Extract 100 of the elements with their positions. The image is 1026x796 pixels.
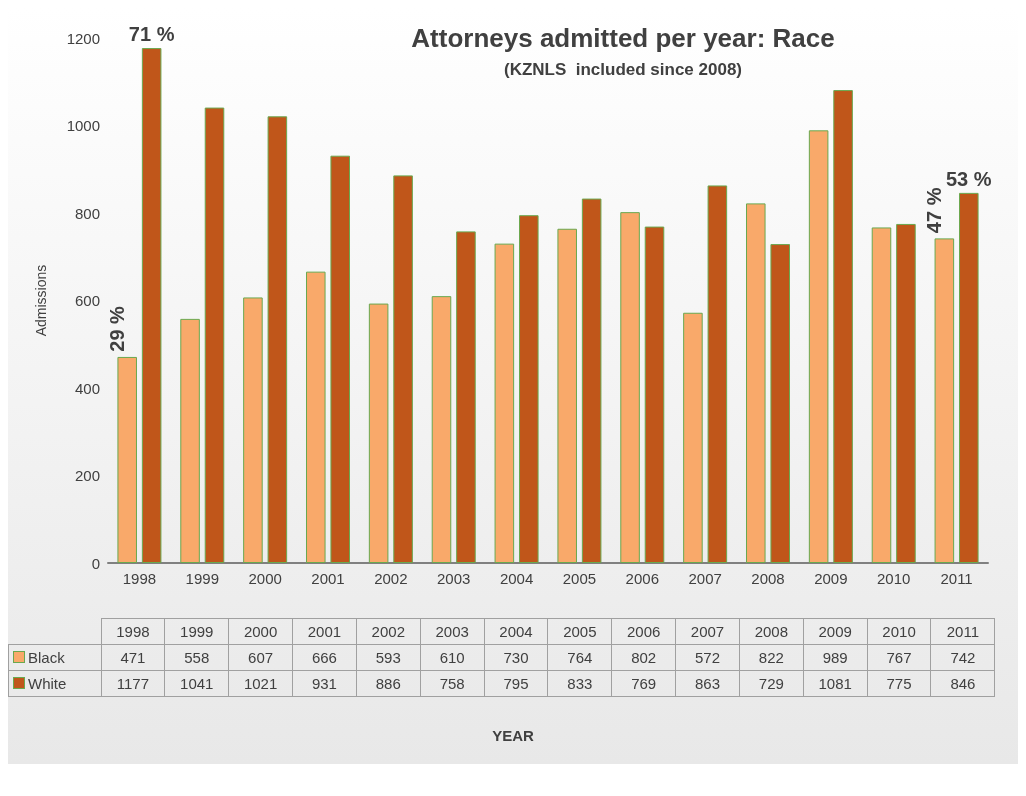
bar — [581, 198, 602, 563]
category-label: 2001 — [307, 623, 342, 640]
data-label: 593 — [356, 644, 421, 671]
category-label: 2009 — [818, 623, 852, 640]
x-tick-label: 2006 — [625, 570, 659, 587]
category-label: 2004 — [499, 623, 533, 640]
annotation: 47 % — [923, 187, 946, 234]
bar — [896, 223, 916, 563]
category-label: 2005 — [563, 623, 597, 640]
bar — [267, 116, 288, 563]
x-tick-label: 1998 — [122, 570, 157, 587]
annotation: 53 % — [946, 167, 992, 190]
bar — [519, 215, 539, 563]
y-tick-label: 1200 — [66, 29, 100, 47]
y-tick-label: 600 — [74, 292, 100, 309]
category-label: 2010 — [882, 623, 916, 640]
category-label: 1998 — [116, 623, 150, 640]
bar — [204, 107, 225, 563]
data-label: 802 — [611, 644, 676, 671]
text: (KZNLS included since 2008) — [503, 60, 743, 79]
bar — [141, 48, 162, 563]
x-tick-label: 1999 — [185, 570, 219, 587]
bar — [770, 244, 790, 563]
category-label: 2000 — [243, 623, 278, 640]
x-tick-label: 2002 — [374, 570, 408, 587]
y-tick-label: 0 — [91, 554, 100, 572]
data-label: 666 — [292, 644, 357, 671]
legend-label: White — [8, 670, 101, 697]
data-label: 764 — [547, 644, 612, 671]
annotation: 29 % — [106, 305, 129, 352]
data-label: 863 — [675, 670, 740, 697]
bar — [683, 312, 703, 563]
bar — [117, 356, 137, 563]
x-tick-label: 2010 — [877, 570, 911, 587]
data-label: 775 — [867, 670, 931, 697]
x-tick-label: 2007 — [688, 570, 722, 587]
data-label: 1021 — [228, 670, 293, 697]
data-label: 767 — [867, 644, 931, 671]
data-label: 471 — [101, 644, 165, 671]
category-label: 2006 — [626, 623, 661, 640]
data-label: 758 — [420, 670, 485, 697]
bar — [746, 203, 766, 563]
bar — [871, 227, 892, 563]
data-label: 822 — [739, 644, 804, 671]
bar — [456, 231, 476, 563]
bar — [644, 226, 665, 563]
data-label: 607 — [228, 644, 293, 671]
bar — [620, 212, 640, 563]
data-label: 795 — [484, 670, 548, 697]
y-tick-label: 1000 — [66, 117, 100, 134]
chart-title: Attorneys admitted per year: Race — [411, 23, 835, 53]
y-tick-label: 200 — [74, 467, 100, 484]
bar — [306, 271, 326, 563]
category-label: 1999 — [180, 623, 214, 640]
bar — [959, 192, 979, 563]
bar — [180, 318, 200, 563]
x-tick-label: 2005 — [562, 570, 597, 587]
y-tick-label: 800 — [74, 204, 100, 222]
x-tick-label: 2008 — [751, 570, 785, 587]
data-label: 931 — [292, 670, 357, 697]
x-tick-label: 2004 — [499, 570, 534, 587]
category-label: 2007 — [690, 623, 725, 640]
annotation: 71 % — [128, 23, 175, 46]
data-label: 729 — [739, 670, 804, 697]
bar — [393, 175, 413, 563]
x-tick-label: 2009 — [814, 570, 848, 587]
data-label: 1177 — [101, 670, 165, 697]
bar — [707, 185, 728, 563]
category-label: 2003 — [435, 623, 469, 640]
bar — [330, 155, 350, 563]
bar — [243, 297, 263, 563]
x-tick-label: 2011 — [940, 570, 973, 587]
data-label: 989 — [803, 644, 868, 671]
data-label: 846 — [930, 670, 995, 697]
x-tick-label: 2000 — [248, 570, 282, 587]
data-label: 730 — [484, 644, 548, 671]
y-axis-title: Admissions — [33, 264, 49, 337]
data-label: 769 — [611, 670, 676, 697]
data-label: 742 — [930, 644, 995, 671]
x-tick-label: 2003 — [437, 570, 471, 587]
bar — [494, 243, 515, 563]
category-label: 2002 — [371, 623, 405, 640]
bar — [557, 228, 577, 563]
data-label: 1041 — [164, 670, 229, 697]
y-tick-label: 400 — [74, 379, 100, 397]
category-label: 2011 — [946, 623, 980, 640]
text: YEAR — [491, 727, 535, 744]
data-label: 610 — [420, 644, 485, 671]
data-label: 572 — [675, 644, 740, 671]
bar — [368, 303, 389, 563]
bar — [431, 296, 452, 563]
data-label: 1081 — [803, 670, 868, 697]
category-label: 2008 — [754, 623, 789, 640]
x-tick-label: 2001 — [311, 570, 345, 587]
bar — [808, 130, 829, 563]
bar — [934, 238, 955, 563]
data-label: 833 — [547, 670, 612, 697]
data-label: 558 — [164, 644, 229, 671]
legend-label: Black — [8, 644, 101, 671]
bar — [833, 90, 853, 563]
